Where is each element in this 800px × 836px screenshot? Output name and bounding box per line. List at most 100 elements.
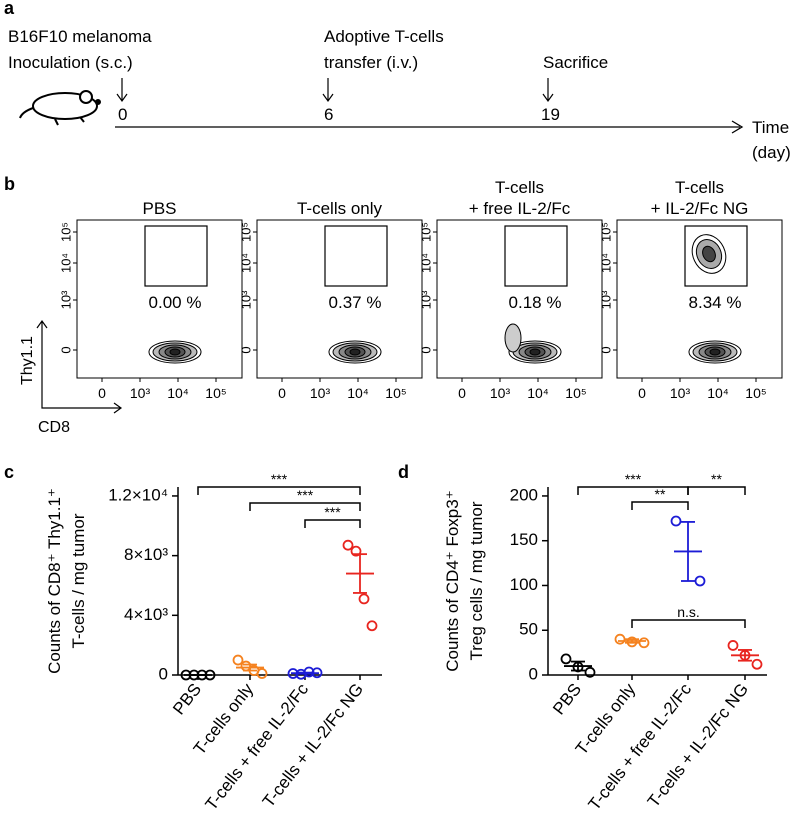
flow-plot: T-cells + IL-2/Fc NG 8.34 % 0 10³ 10⁴ 10⁵ 10⁵ 10… [598,178,783,401]
significance-label: ** [711,471,722,487]
x-tick-label: PBS [169,680,205,719]
flow-plot: T-cells + free IL-2/Fc 0.18 % 0 10³ 10⁴ 10⁵ 10⁵… [418,178,603,401]
x-tick-label: 0 [458,385,466,401]
y-tick-label: 50 [519,620,538,639]
y-tick-label: 10⁵ [238,222,253,242]
flow-axis-arrows [36,319,123,414]
gate-percent: 0.18 % [509,293,562,312]
data-point [256,668,268,679]
x-tick-label: 10³ [490,385,511,401]
x-tick-label: 10⁵ [205,385,226,401]
data-point [694,575,706,587]
error-bar [243,663,257,672]
arrow-head [731,120,744,134]
plot-title: T-cells [675,178,724,197]
data-point [727,640,739,651]
significance-bracket [577,486,689,495]
gate [324,225,388,287]
x-tick-label: T-cells + free IL-2/Fc [201,679,312,814]
panel-label: a [4,0,15,18]
gate [144,225,208,287]
data-point [614,633,626,645]
x-tick-label: 10⁵ [385,385,406,401]
x-tick-label: 0 [278,385,286,401]
plot-title: + free IL-2/Fc [469,199,571,218]
event-label: Inoculation (s.c.) [8,53,133,72]
event-arrows [116,78,554,103]
significance-bracket [304,519,361,528]
y-axis-title: Treg cells / mg tumor [467,501,486,660]
gate [684,225,748,287]
data-point [366,620,378,632]
mouse-icon [19,90,101,126]
data-point [584,666,596,678]
y-tick-label: 1.2×10⁴ [108,485,168,504]
x-tick-label: 10⁵ [565,385,586,401]
event-label: Adoptive T-cells [324,27,444,46]
y-tick-label: 10³ [58,290,73,309]
significance-label: *** [297,487,314,503]
y-tick-label: 0 [598,346,613,353]
y-tick-label: 10⁴ [58,253,73,273]
gate-percent: 0.37 % [329,293,382,312]
error-bar [681,521,695,582]
y-tick-label: 10⁴ [598,253,613,273]
flow-plot: PBS 0.00 % 0 10³ 10⁴ 10⁵ 10⁵ 10⁴ 10³ 0 [58,199,243,401]
data-point [232,654,244,666]
plot-title: + IL-2/Fc NG [651,199,749,218]
contour [529,348,541,356]
significance-label: *** [271,471,288,487]
data-point [358,593,370,605]
event-label: B16F10 melanoma [8,27,152,46]
y-tick-label: 10⁴ [238,253,253,273]
y-tick-label: 10³ [238,290,253,309]
y-tick-label: 0 [529,664,538,683]
panel-label: c [4,462,14,482]
significance-bracket [631,501,689,510]
x-tick-label: PBS [549,680,585,719]
error-bar [298,671,312,675]
y-tick-label: 10³ [598,290,613,309]
significance-label: *** [625,471,642,487]
y-axis-title: T-cells / mg tumor [69,513,88,648]
x-tick-label: 10³ [130,385,151,401]
flow-plot: T-cells only 0.37 % 0 10³ 10⁴ 10⁵ 10⁵ 10⁴ 10³ 0 [238,199,423,401]
y-tick-label: 8×10³ [124,545,168,564]
y-axis-title: Counts of CD4⁺ Foxp3⁺ [443,490,462,671]
plot-title: PBS [142,199,176,218]
y-tick-label: 4×10³ [124,605,168,624]
contour [709,348,721,356]
y-tick-label: 0 [58,346,73,353]
data-point [342,539,354,551]
y-tick-label: 150 [510,530,538,549]
x-tick-label: 0 [638,385,646,401]
plot-frame [616,219,783,379]
panel-label: d [398,462,409,482]
y-tick-label: 10⁵ [418,222,433,242]
axis-label: CD8 [38,419,70,436]
event-label: Sacrifice [543,53,608,72]
plot-frame [76,219,243,379]
contour [169,348,181,356]
y-axis-title: Counts of CD8⁺ Thy1.1⁺ [45,488,64,674]
contour [702,245,716,263]
plot-title: T-cells [495,178,544,197]
significance-label: *** [324,504,341,520]
y-tick-label: 100 [510,575,538,594]
contour [349,348,361,356]
x-tick-label: 10⁴ [167,385,189,401]
panel-label: b [4,174,15,194]
x-tick-label: 10⁴ [347,385,369,401]
x-tick-label: 10⁴ [707,385,729,401]
error-bar [353,553,367,594]
data-point [560,653,572,665]
axis-label: Thy1.1 [19,336,36,385]
x-tick-label: 0 [98,385,106,401]
y-tick-label: 10³ [418,290,433,309]
data-point [350,545,362,557]
y-tick-label: 10⁴ [418,253,433,273]
y-tick-label: 200 [510,485,538,504]
data-point [670,515,682,527]
x-tick-label: 10⁴ [527,385,549,401]
